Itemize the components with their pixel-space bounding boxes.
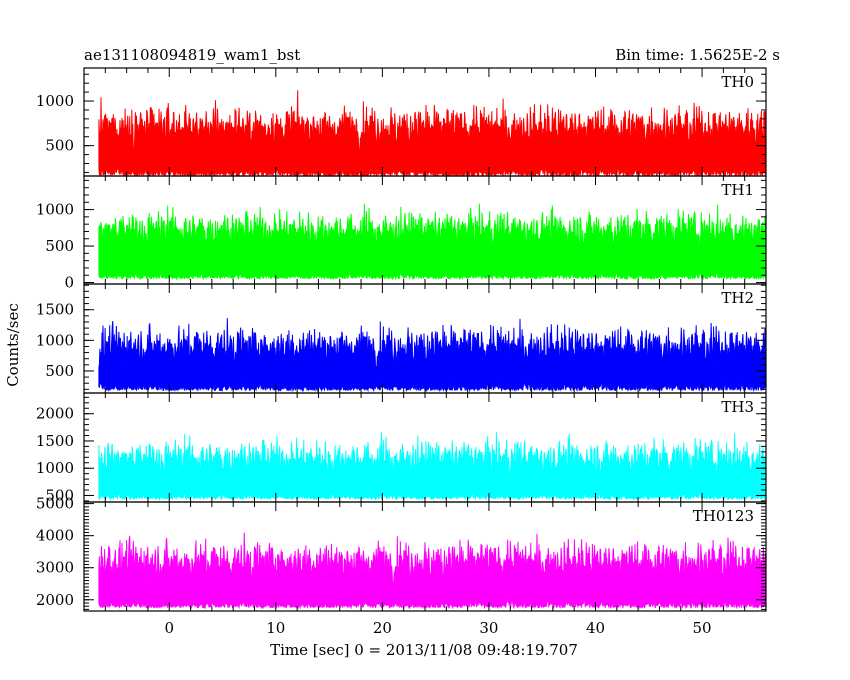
x-tick-label-50: 50 — [693, 619, 712, 637]
y-tick-label-th0-500: 500 — [45, 137, 74, 155]
y-tick-label-th0123-3000: 3000 — [36, 559, 74, 577]
y-tick-label-th2-500: 500 — [45, 362, 74, 380]
y-tick-label-th0123-4000: 4000 — [36, 527, 74, 545]
series-label-th2: TH2 — [721, 289, 754, 307]
y-tick-label-th3-2000: 2000 — [36, 405, 74, 423]
x-tick-label-10: 10 — [266, 619, 285, 637]
series-label-th1: TH1 — [721, 181, 754, 199]
y-tick-label-th3-1000: 1000 — [36, 459, 74, 477]
y-tick-label-th2-1000: 1000 — [36, 331, 74, 349]
y-axis-title: Counts/sec — [4, 303, 22, 387]
y-tick-label-th0-1000: 1000 — [36, 92, 74, 110]
bin-time-label: Bin time: 1.5625E-2 s — [615, 46, 780, 64]
y-tick-label-th3-1500: 1500 — [36, 432, 74, 450]
y-tick-label-th2-1500: 1500 — [36, 301, 74, 319]
panels-group: TH05001000TH105001000TH250010001500TH350… — [36, 67, 767, 637]
x-tick-label-0: 0 — [164, 619, 174, 637]
series-th2-trace — [98, 317, 766, 393]
series-th0123-trace — [98, 532, 766, 610]
x-tick-label-40: 40 — [586, 619, 605, 637]
y-tick-label-th3-500: 500 — [45, 486, 74, 504]
series-th1-trace — [98, 203, 766, 281]
series-label-th0: TH0 — [721, 73, 754, 91]
x-tick-label-20: 20 — [373, 619, 392, 637]
observation-id-title: ae131108094819_wam1_bst — [84, 46, 300, 64]
y-tick-label-th0123-5000: 5000 — [36, 495, 74, 513]
y-tick-label-th1-0: 0 — [64, 274, 74, 292]
series-label-th3: TH3 — [721, 398, 754, 416]
y-tick-label-th1-1000: 1000 — [36, 201, 74, 219]
series-th0-trace — [98, 90, 766, 176]
x-tick-label-30: 30 — [479, 619, 498, 637]
y-tick-label-th1-500: 500 — [45, 237, 74, 255]
series-label-th0123: TH0123 — [693, 507, 754, 525]
y-tick-label-th0123-2000: 2000 — [36, 591, 74, 609]
x-axis-title: Time [sec] 0 = 2013/11/08 09:48:19.707 — [270, 641, 578, 659]
series-th3-trace — [98, 432, 766, 502]
